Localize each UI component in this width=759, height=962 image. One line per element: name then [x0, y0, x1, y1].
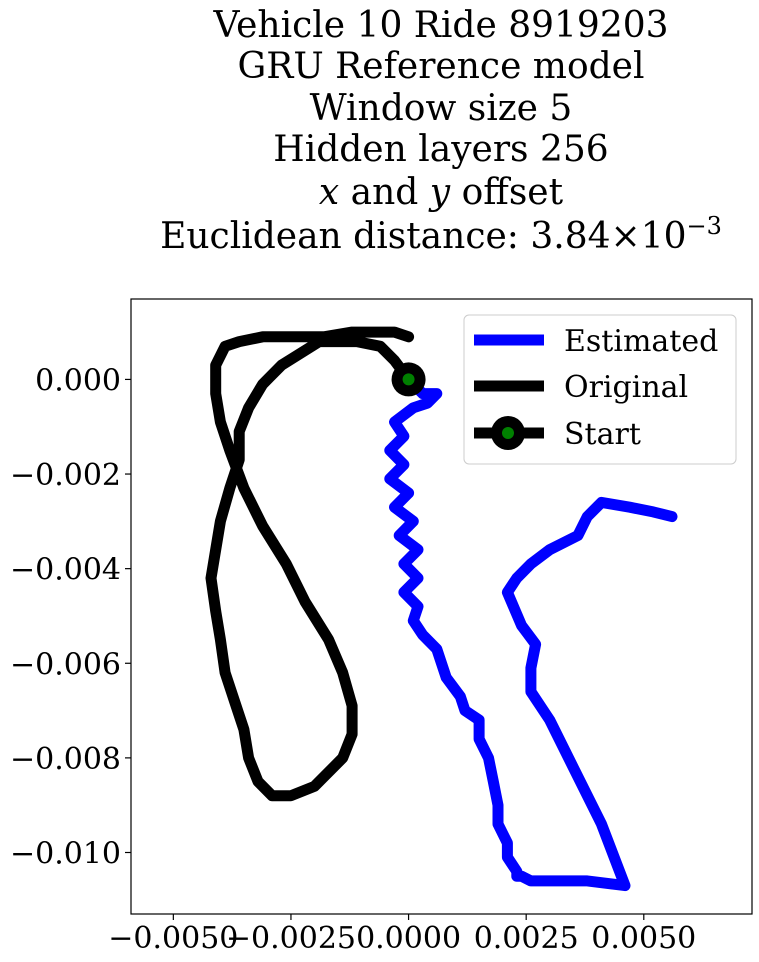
x-tick-label: −0.0050	[108, 921, 238, 956]
title-var-x: x	[319, 172, 339, 213]
x-tick-label: −0.0025	[226, 921, 356, 956]
legend-frame	[463, 314, 737, 465]
start-marker-inner	[402, 373, 415, 386]
y-tick-label: −0.002	[10, 458, 121, 493]
title-and: and	[339, 172, 430, 213]
title-offset: offset	[450, 172, 563, 213]
y-tick-label: −0.010	[10, 837, 121, 872]
title-line-1: Vehicle 10 Ride 8919203	[212, 5, 668, 46]
legend-original-label: Original	[564, 370, 688, 405]
title-line-6: Euclidean distance: 3.84×10−3	[160, 212, 722, 257]
y-tick-label: −0.008	[10, 742, 121, 777]
title-distance-base: 10	[641, 216, 687, 257]
legend-estimated-label: Estimated	[564, 324, 718, 359]
title-line-3: Window size 5	[310, 88, 573, 129]
title-line-5: x and y offset	[319, 172, 564, 213]
title-distance-times: ×	[611, 216, 641, 257]
y-axis-ticks: 0.000 −0.002 −0.004 −0.006 −0.008 −0.010	[10, 363, 131, 872]
x-tick-label: 0.0025	[474, 921, 579, 956]
title-var-y: y	[428, 172, 451, 213]
series-layer	[205, 326, 678, 892]
x-axis-ticks: −0.0050−0.0025 0.0000 0.0025 0.0050	[108, 914, 696, 956]
legend-start-marker-inner	[502, 427, 514, 439]
title-distance-prefix: Euclidean distance: 3.84	[160, 216, 610, 257]
chart-title: Vehicle 10 Ride 8919203 GRU Reference mo…	[160, 5, 722, 257]
title-line-2: GRU Reference model	[238, 46, 645, 87]
axes-frame	[130, 298, 753, 915]
series-original-line	[205, 326, 415, 802]
title-line-4: Hidden layers 256	[273, 129, 608, 170]
title-distance-exponent: −3	[687, 212, 722, 240]
y-tick-label: −0.006	[10, 647, 121, 682]
x-tick-label: 0.0000	[356, 921, 461, 956]
series-estimated-line	[384, 373, 678, 892]
y-tick-label: 0.000	[35, 363, 121, 398]
x-tick-label: 0.0050	[591, 921, 696, 956]
y-tick-label: −0.004	[10, 553, 121, 588]
legend: Estimated Original Start	[463, 314, 737, 465]
legend-start-label: Start	[564, 417, 641, 452]
